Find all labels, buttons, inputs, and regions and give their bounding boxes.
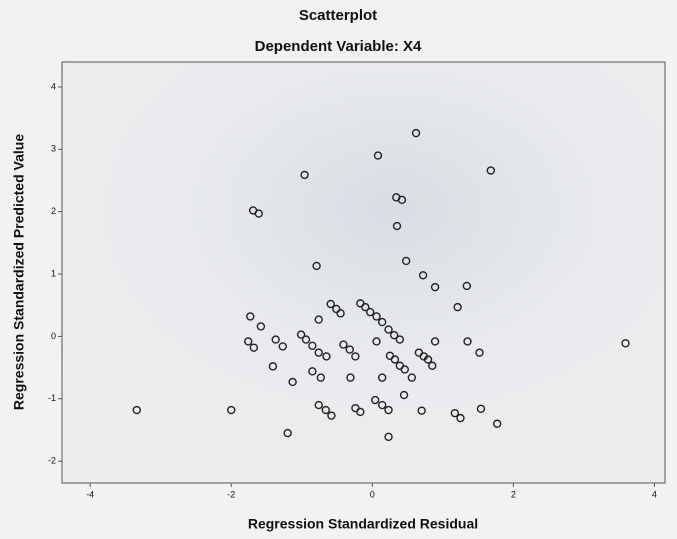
x-tick-label: -4 [86,489,94,499]
x-axis-label: Regression Standardized Residual [248,516,478,532]
chart-title: Scatterplot [299,7,377,24]
x-tick-label: -2 [227,489,235,499]
chart-subtitle: Dependent Variable: X4 [255,38,422,55]
plot-area [62,62,665,483]
x-tick-label: 0 [370,489,375,499]
x-tick-label: 2 [511,489,516,499]
y-tick-label: -1 [48,393,56,403]
y-tick-label: 3 [51,144,56,154]
y-tick-label: 4 [51,81,56,91]
chart: Scatterplot Dependent Variable: X4 Regre… [0,0,677,539]
x-tick-label: 4 [652,489,657,499]
y-axis-label: Regression Standardized Predicted Value [11,134,27,410]
y-tick-label: 1 [51,268,56,278]
y-tick-label: 0 [51,331,56,341]
y-tick-label: 2 [51,206,56,216]
y-tick-label: -2 [48,456,56,466]
